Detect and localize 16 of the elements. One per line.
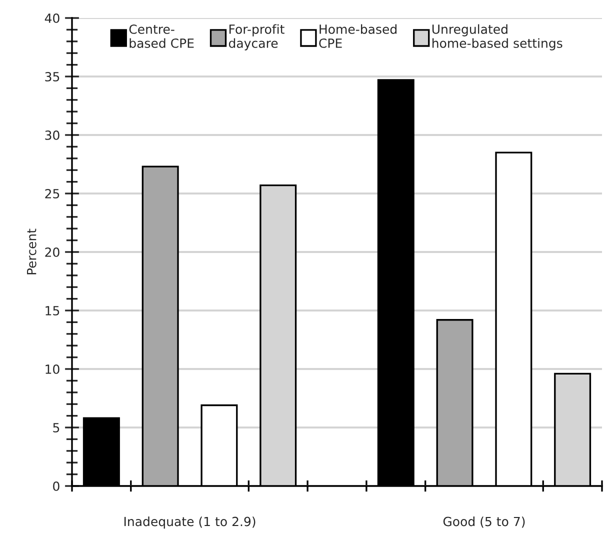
- y-tick-label: 30: [45, 130, 60, 140]
- y-axis-title: Percent: [27, 228, 36, 274]
- y-tick-label: 10: [46, 364, 60, 374]
- y-tick-label: 20: [45, 247, 60, 257]
- legend-label: Centre- based CPE: [129, 24, 194, 48]
- legend-label: For-profit daycare: [228, 24, 284, 50]
- y-tick-label: 0: [53, 481, 60, 491]
- y-tick-label: 35: [45, 72, 60, 82]
- y-tick-label: 15: [46, 306, 60, 316]
- y-tick-label: 40: [44, 13, 60, 23]
- x-tick-label: Good (5 to 7): [443, 516, 525, 528]
- y-tick-label: 5: [53, 423, 60, 432]
- y-tick-label: 25: [45, 188, 60, 198]
- x-tick-label: Inadequate (1 to 2.9): [124, 516, 256, 529]
- legend-label: Unregulated home-based settings: [432, 24, 562, 50]
- legend-label: Home-based CPE: [319, 24, 396, 48]
